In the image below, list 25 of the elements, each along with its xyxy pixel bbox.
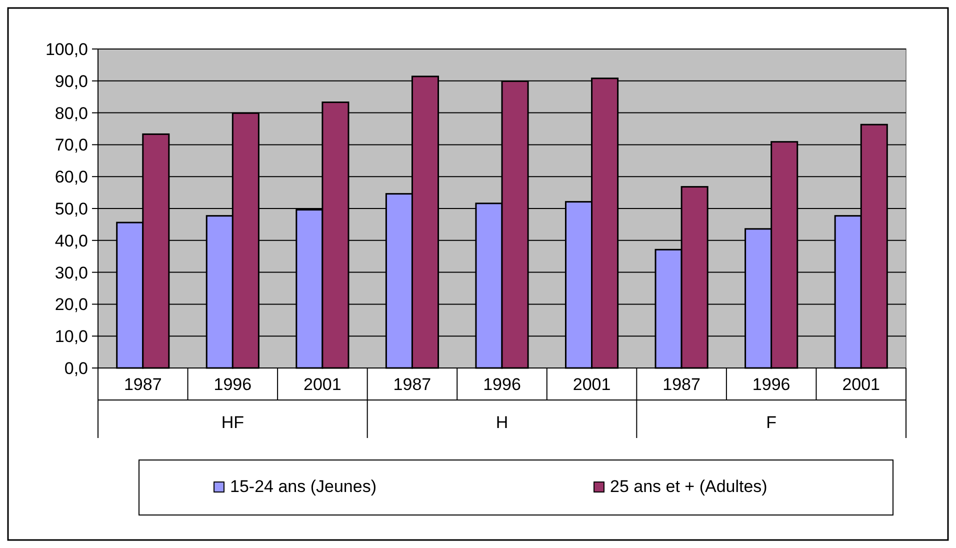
x-tick-label: 1996: [483, 375, 521, 394]
y-tick-label: 20,0: [54, 295, 88, 314]
y-tick-label: 10,0: [54, 327, 88, 346]
y-tick-label: 90,0: [54, 72, 88, 91]
x-tick-label: 1987: [393, 375, 432, 394]
x-tick-label: 1996: [752, 375, 790, 394]
y-tick-label: 100,0: [45, 40, 88, 59]
y-tick-label: 30,0: [54, 263, 88, 282]
x-tick-label: 1996: [214, 375, 252, 394]
x-tick-label: 2001: [842, 375, 880, 394]
x-tick-label: 2001: [304, 375, 342, 394]
y-tick-label: 0,0: [64, 358, 88, 378]
text: HF: [221, 413, 244, 432]
y-tick-label: 60,0: [54, 168, 88, 187]
y-tick-label: 80,0: [54, 104, 88, 123]
y-tick-label: 70,0: [54, 136, 88, 155]
legend-label: 25 ans et + (Adultes): [610, 477, 768, 496]
legend-label: 15-24 ans (Jeunes): [230, 477, 376, 496]
x-tick-label: 1987: [124, 375, 162, 394]
text: F: [766, 413, 777, 432]
text: H: [496, 413, 508, 432]
y-tick-label: 40,0: [54, 231, 88, 250]
x-tick-label: 2001: [572, 375, 611, 394]
x-tick-label: 1987: [662, 375, 700, 394]
y-tick-label: 50,0: [54, 199, 88, 218]
